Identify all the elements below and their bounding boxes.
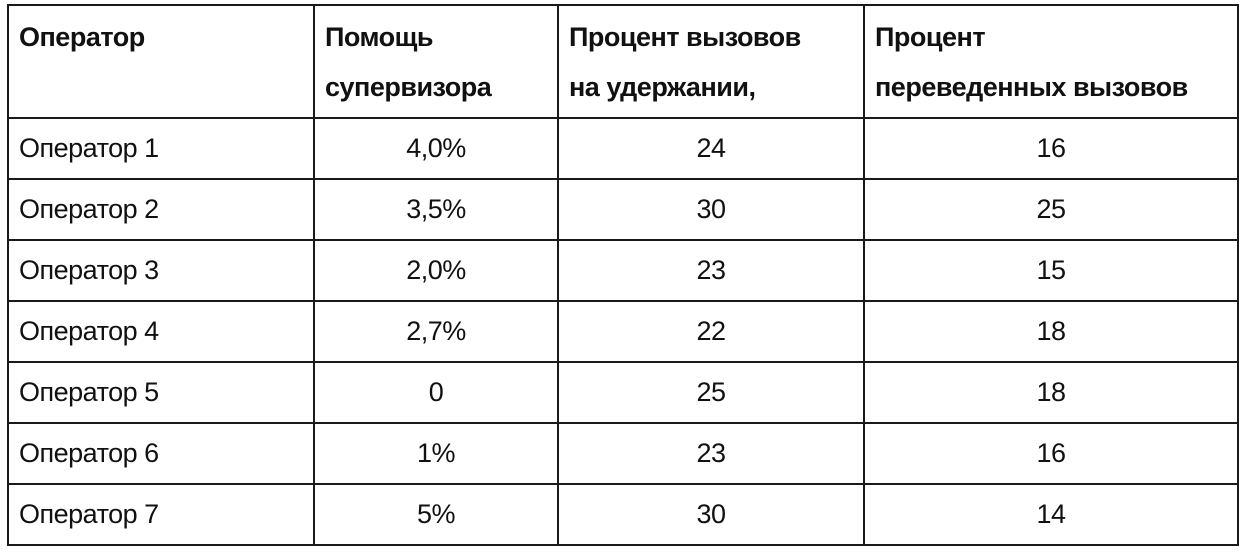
header-transfer-percent-line-1: Процент xyxy=(875,22,986,52)
operator-name-cell: Оператор 4 xyxy=(7,300,315,363)
supervisor-help-cell: 4,0% xyxy=(313,117,559,180)
table-row: Оператор 4 2,7% 22 18 xyxy=(7,300,1239,363)
header-row: Оператор Помощь супервизора Процент вызо… xyxy=(7,4,1239,119)
header-hold-percent-line-2: на удержании, xyxy=(569,72,756,102)
hold-percent-cell: 30 xyxy=(557,178,865,241)
hold-percent-cell: 23 xyxy=(557,422,865,485)
supervisor-help-cell: 2,7% xyxy=(313,300,559,363)
header-hold-percent: Процент вызовов на удержании, xyxy=(557,4,865,119)
header-supervisor-help-line-2: супервизора xyxy=(325,72,492,102)
table-row: Оператор 3 2,0% 23 15 xyxy=(7,239,1239,302)
table-row: Оператор 7 5% 30 14 xyxy=(7,483,1239,546)
transfer-percent-cell: 25 xyxy=(863,178,1239,241)
operator-name-cell: Оператор 6 xyxy=(7,422,315,485)
table-row: Оператор 5 0 25 18 xyxy=(7,361,1239,424)
transfer-percent-cell: 16 xyxy=(863,422,1239,485)
transfer-percent-cell: 16 xyxy=(863,117,1239,180)
hold-percent-cell: 30 xyxy=(557,483,865,546)
transfer-percent-cell: 18 xyxy=(863,361,1239,424)
header-supervisor-help: Помощь супервизора xyxy=(313,4,559,119)
operator-name-cell: Оператор 2 xyxy=(7,178,315,241)
table-row: Оператор 2 3,5% 30 25 xyxy=(7,178,1239,241)
header-operator: Оператор xyxy=(7,4,315,119)
table-row: Оператор 6 1% 23 16 xyxy=(7,422,1239,485)
supervisor-help-cell: 1% xyxy=(313,422,559,485)
hold-percent-cell: 22 xyxy=(557,300,865,363)
supervisor-help-cell: 3,5% xyxy=(313,178,559,241)
operator-name-cell: Оператор 5 xyxy=(7,361,315,424)
hold-percent-cell: 25 xyxy=(557,361,865,424)
operator-name-cell: Оператор 1 xyxy=(7,117,315,180)
supervisor-help-cell: 2,0% xyxy=(313,239,559,302)
header-supervisor-help-line-1: Помощь xyxy=(325,22,434,52)
hold-percent-cell: 24 xyxy=(557,117,865,180)
header-operator-line-1: Оператор xyxy=(19,22,145,52)
transfer-percent-cell: 14 xyxy=(863,483,1239,546)
transfer-percent-cell: 15 xyxy=(863,239,1239,302)
header-transfer-percent-line-2: переведенных вызовов xyxy=(875,72,1188,102)
operators-table: Оператор Помощь супервизора Процент вызо… xyxy=(7,4,1239,546)
header-transfer-percent: Процент переведенных вызовов xyxy=(863,4,1239,119)
operator-name-cell: Оператор 3 xyxy=(7,239,315,302)
header-hold-percent-line-1: Процент вызовов xyxy=(569,22,801,52)
hold-percent-cell: 23 xyxy=(557,239,865,302)
table-row: Оператор 1 4,0% 24 16 xyxy=(7,117,1239,180)
operator-name-cell: Оператор 7 xyxy=(7,483,315,546)
supervisor-help-cell: 5% xyxy=(313,483,559,546)
supervisor-help-cell: 0 xyxy=(313,361,559,424)
transfer-percent-cell: 18 xyxy=(863,300,1239,363)
